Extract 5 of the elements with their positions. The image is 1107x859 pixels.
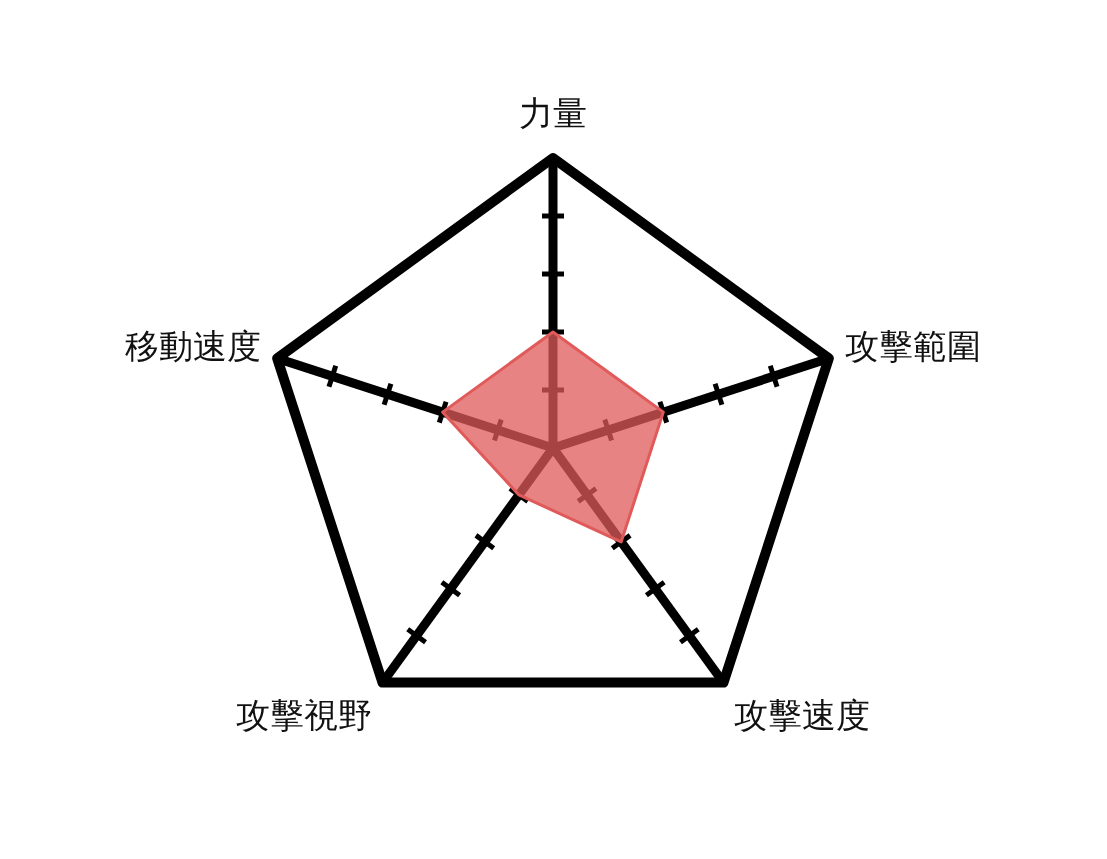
spoke-label: 攻擊速度 (733, 695, 870, 736)
spoke-label: 攻擊視野 (236, 695, 373, 736)
spoke-label: 力量 (519, 93, 587, 134)
spoke-label: 移動速度 (124, 325, 261, 366)
spoke-label: 攻擊範圍 (845, 325, 982, 366)
